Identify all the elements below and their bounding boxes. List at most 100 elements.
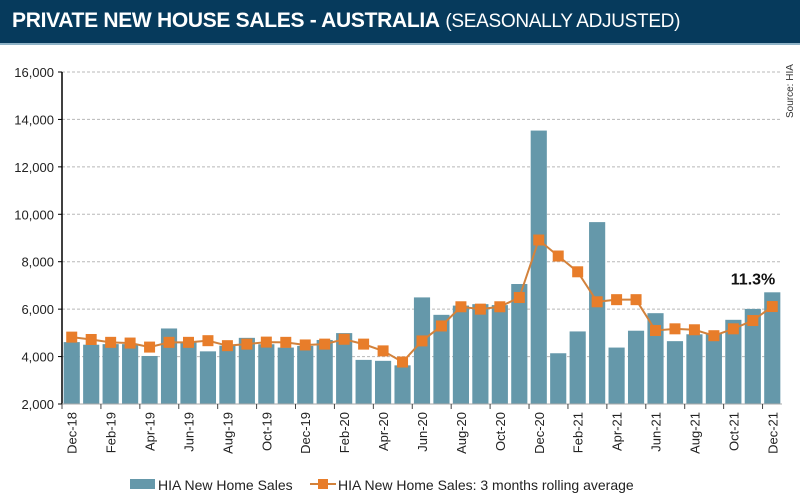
bar	[452, 305, 469, 404]
rolling-average-marker	[105, 336, 117, 348]
bar	[102, 344, 119, 404]
bar	[511, 284, 528, 404]
x-tick-label: Feb-19	[104, 412, 119, 453]
bar	[569, 331, 586, 404]
rolling-average-marker	[766, 301, 778, 313]
bar	[238, 337, 255, 404]
rolling-average-marker	[669, 323, 681, 335]
bar	[433, 314, 450, 404]
chart-title-subtitle: (SEASONALLY ADJUSTED)	[445, 11, 681, 32]
bar	[141, 355, 158, 404]
bar	[550, 353, 567, 404]
x-tick-label: Oct-19	[259, 412, 274, 451]
source-label: Source: HIA	[785, 64, 796, 118]
rolling-average-marker	[572, 266, 584, 278]
rolling-average-marker	[455, 301, 467, 313]
rolling-average-marker	[202, 335, 214, 347]
rolling-average-marker	[241, 338, 253, 350]
rolling-average-marker	[747, 315, 759, 327]
rolling-average-marker	[163, 336, 175, 348]
bar	[83, 344, 100, 404]
bar	[472, 304, 489, 404]
rolling-average-marker	[299, 339, 311, 351]
bar	[589, 222, 606, 404]
bar	[336, 333, 353, 404]
bar	[199, 351, 217, 404]
rolling-average-marker	[688, 324, 700, 336]
x-tick-label: Jun-21	[649, 412, 664, 452]
rolling-average-series	[66, 234, 778, 368]
bar	[686, 334, 703, 404]
legend-swatch-marker	[318, 479, 328, 489]
bar	[627, 330, 645, 404]
x-tick-label: Apr-19	[143, 412, 158, 451]
bar	[530, 130, 547, 404]
rolling-average-marker	[552, 250, 564, 262]
x-tick-label: Dec-19	[298, 412, 313, 454]
legend-label-bars: HIA New Home Sales	[158, 477, 293, 493]
x-tick-label: Apr-20	[376, 412, 391, 451]
x-tick-label: Jun-19	[181, 412, 196, 452]
bar	[258, 344, 275, 404]
legend-label-line: HIA New Home Sales: 3 months rolling ave…	[338, 477, 634, 493]
x-tick-label: Aug-19	[220, 412, 235, 454]
y-tick-label: 2,000	[21, 397, 54, 412]
rolling-average-marker	[144, 341, 156, 353]
bar	[608, 347, 625, 404]
rolling-average-marker	[533, 234, 545, 246]
x-tick-label: Dec-20	[532, 412, 547, 454]
rolling-average-marker	[85, 333, 97, 345]
rolling-average-marker	[494, 301, 506, 313]
rolling-average-marker	[591, 296, 603, 308]
y-tick-label: 16,000	[14, 65, 54, 80]
rolling-average-marker	[727, 323, 739, 335]
bar	[180, 342, 197, 404]
rolling-average-marker	[474, 303, 486, 315]
chart-title: PRIVATE NEW HOUSE SALES - AUSTRALIA (SEA…	[12, 9, 680, 33]
x-tick-label: Oct-20	[493, 412, 508, 451]
rolling-average-marker	[513, 292, 525, 304]
chart-header: PRIVATE NEW HOUSE SALES - AUSTRALIA (SEA…	[0, 0, 800, 45]
x-tick-label: Oct-21	[726, 412, 741, 451]
bar	[764, 292, 781, 404]
rolling-average-marker	[358, 338, 370, 350]
bar	[725, 319, 742, 404]
rolling-average-marker	[221, 340, 233, 352]
rolling-average-marker	[182, 336, 194, 348]
bar	[63, 342, 80, 404]
rolling-average-marker	[416, 335, 428, 347]
x-tick-label: Dec-21	[765, 412, 780, 454]
rolling-average-marker	[280, 336, 292, 348]
x-tick-label: Feb-20	[337, 412, 352, 453]
y-tick-label: 10,000	[14, 207, 54, 222]
rolling-average-marker	[630, 294, 642, 306]
gridlines	[62, 71, 782, 358]
y-tick-label: 8,000	[21, 255, 54, 270]
bar	[316, 339, 333, 404]
bar	[705, 333, 722, 404]
rolling-average-marker	[260, 336, 272, 348]
bar	[744, 308, 761, 404]
bar	[277, 347, 294, 404]
y-tick-label: 4,000	[21, 350, 54, 365]
bar	[219, 345, 236, 404]
x-tick-label: Aug-21	[687, 412, 702, 454]
y-tick-label: 6,000	[21, 302, 54, 317]
axes: 2,000 4,000 6,000 8,000 10,000 12,000 14,000 16…	[14, 65, 782, 454]
bar	[413, 297, 431, 404]
rolling-average-marker	[611, 294, 623, 306]
bar	[666, 341, 684, 404]
rolling-average-marker	[338, 333, 350, 345]
legend-swatch-bars	[130, 479, 155, 489]
rolling-average-marker	[708, 330, 720, 342]
rolling-average-marker	[319, 338, 331, 350]
rolling-average-marker	[435, 320, 447, 332]
growth-annotation: 11.3%	[731, 271, 775, 288]
bar	[355, 359, 372, 404]
rolling-average-marker	[66, 331, 78, 343]
x-tick-label: Jun-20	[415, 412, 430, 452]
y-tick-label: 14,000	[14, 112, 54, 127]
y-tick-label: 12,000	[14, 160, 54, 175]
legend: HIA New Home Sales HIA New Home Sales: 3…	[130, 477, 634, 493]
